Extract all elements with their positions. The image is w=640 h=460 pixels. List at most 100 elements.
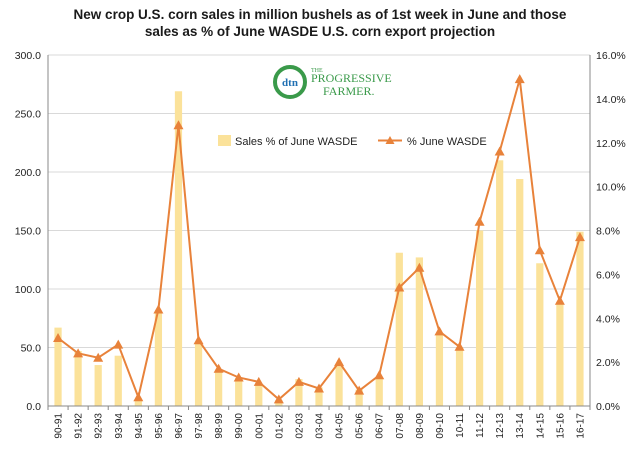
bar — [235, 377, 243, 406]
left-axis-tick-label: 50.0 — [21, 343, 42, 355]
bar — [94, 365, 102, 406]
x-axis-tick-label: 97-98 — [194, 413, 205, 439]
bar — [576, 231, 584, 406]
x-axis-tick-label: 91-92 — [74, 413, 85, 439]
x-axis-tick-label: 07-08 — [395, 413, 406, 439]
line-point — [314, 383, 324, 393]
line-point — [554, 295, 565, 305]
bar-series — [54, 91, 584, 407]
bar — [74, 351, 82, 406]
bar — [516, 179, 524, 406]
x-axis-tick-label: 93-94 — [114, 413, 125, 439]
bar — [415, 257, 423, 406]
line-point — [334, 357, 345, 367]
x-axis-tick-label: 01-02 — [274, 413, 285, 439]
x-axis-tick-label: 16-17 — [575, 413, 586, 439]
bar — [435, 334, 444, 406]
bar — [375, 377, 383, 406]
legend-line-label: % June WASDE — [407, 136, 487, 148]
gridlines — [48, 54, 590, 407]
x-axis-tick-label: 11-12 — [475, 413, 486, 438]
bar — [556, 301, 564, 406]
right-axis-tick-label: 6.0% — [596, 269, 620, 281]
line-point — [434, 326, 445, 336]
left-axis-tick-label: 0.0 — [26, 401, 41, 413]
line-point — [133, 392, 144, 402]
x-axis-tick-label: 00-01 — [254, 413, 265, 439]
bar — [154, 312, 163, 406]
line-point — [213, 363, 224, 373]
x-axis-tick-label: 98-99 — [214, 413, 225, 439]
line-point — [173, 120, 184, 130]
bar — [174, 91, 183, 407]
left-axis-tick-label: 300.0 — [15, 50, 41, 62]
bar — [295, 379, 303, 406]
dtn-logo-text: dtn — [282, 77, 298, 89]
line-point — [574, 232, 585, 242]
x-axis-tick-label: 05-06 — [355, 413, 366, 439]
line-point — [494, 146, 505, 156]
line-point — [474, 216, 485, 226]
right-axis-tick-label: 8.0% — [596, 226, 620, 238]
chart-title: New crop U.S. corn sales in million bush… — [0, 6, 640, 40]
x-axis-tick-label: 95-96 — [154, 413, 165, 439]
line-point — [73, 348, 84, 358]
line-point — [153, 304, 164, 314]
right-axis-tick-label: 4.0% — [596, 313, 620, 325]
bar — [455, 347, 464, 406]
bar — [255, 384, 263, 406]
chart-title-line1: New crop U.S. corn sales in million bush… — [73, 7, 567, 22]
bar — [54, 327, 62, 406]
x-axis-tick-label: 08-09 — [415, 413, 426, 439]
line-point — [514, 74, 525, 84]
line-point — [454, 341, 465, 351]
right-axis-tick-label: 0.0% — [596, 401, 620, 413]
right-axis-tick-label: 10.0% — [596, 182, 626, 194]
bar — [315, 387, 323, 406]
x-axis-tick-label: 92-93 — [94, 413, 105, 439]
legend-bar-swatch — [218, 135, 231, 146]
legend: Sales % of June WASDE % June WASDE — [218, 135, 487, 148]
bar — [355, 389, 363, 406]
right-axis-tick-label: 12.0% — [596, 138, 626, 150]
x-axis-tick-label: 06-07 — [375, 413, 386, 439]
x-axis-tick-label: 13-14 — [515, 413, 526, 439]
x-axis-tick-label: 96-97 — [174, 413, 185, 439]
left-axis-tick-label: 250.0 — [15, 109, 41, 121]
logo-line1-text: PROGRESSIVE — [311, 71, 392, 85]
line-point — [414, 262, 425, 272]
left-axis-tick-labels: 0.0 50.0 100.0 150.0 200.0 250.0 300.0 — [15, 50, 41, 413]
bar — [335, 366, 343, 406]
line-point — [253, 376, 264, 386]
line-point — [394, 282, 405, 292]
right-axis-tick-label: 14.0% — [596, 94, 626, 106]
dtn-logo-ring — [273, 65, 307, 99]
line-point — [193, 335, 204, 345]
x-axis-tick-label: 15-16 — [555, 413, 566, 439]
line-point — [374, 370, 385, 380]
axes — [47, 55, 591, 410]
line-point — [233, 372, 244, 382]
x-axis-tick-label: 02-03 — [294, 413, 305, 439]
bar — [215, 369, 223, 406]
line-point — [293, 376, 304, 386]
right-axis-tick-labels: 0.0% 2.0% 4.0% 6.0% 8.0% 10.0% 12.0% 14.0% 16.0% — [596, 50, 626, 413]
line-series — [53, 74, 585, 404]
bar — [114, 355, 122, 406]
x-axis-tick-labels: 90-91 91-92 92-93 93-94 94-95 95-96 96-97 97-98… — [54, 413, 587, 439]
line-point — [113, 339, 124, 349]
right-axis-tick-label: 16.0% — [596, 50, 626, 62]
line-point — [354, 385, 365, 395]
legend-line-marker — [385, 136, 395, 144]
bar — [475, 230, 484, 406]
bar — [134, 398, 142, 406]
line-point — [534, 245, 545, 255]
logo-line2-text: FARMER. — [323, 84, 374, 98]
x-axis-tick-label: 04-05 — [335, 413, 346, 439]
legend-bar-label: Sales % of June WASDE — [235, 136, 357, 148]
x-axis-tick-label: 09-10 — [435, 413, 446, 439]
bar — [395, 252, 403, 406]
bar — [496, 160, 504, 406]
left-axis-tick-label: 150.0 — [15, 226, 41, 238]
